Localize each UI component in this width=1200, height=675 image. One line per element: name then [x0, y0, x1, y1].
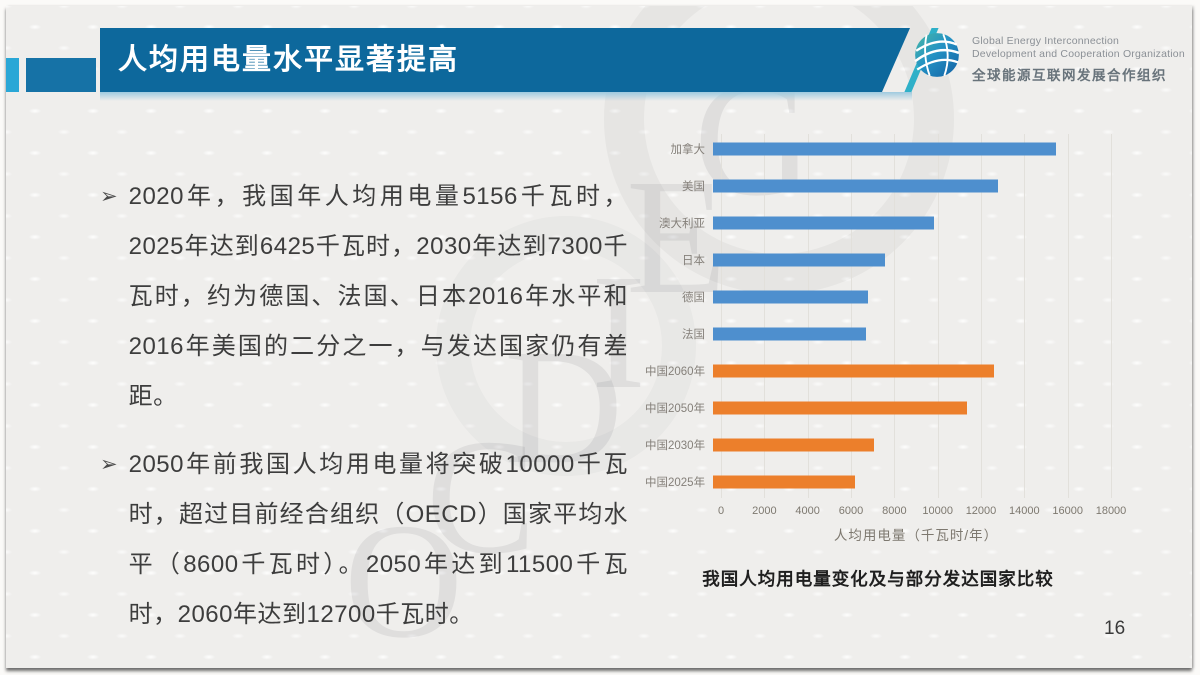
- category-label: 中国2060年: [645, 365, 706, 378]
- org-name-en-line2: Development and Cooperation Organization: [972, 48, 1185, 60]
- gridline: [764, 134, 766, 498]
- x-tick-label: 0: [717, 505, 725, 517]
- bullet-arrow-icon: ➢: [100, 453, 118, 476]
- x-axis-label: 人均用电量（千瓦时/年）: [833, 528, 999, 543]
- gridline: [807, 134, 809, 498]
- globe-icon: [914, 33, 960, 77]
- x-tick-label: 6000: [838, 505, 864, 517]
- bar-track: [713, 463, 1111, 500]
- org-name-en-line1: Global Energy Interconnection: [972, 35, 1120, 47]
- x-tick-label: 10000: [922, 505, 953, 517]
- bar-track: [713, 352, 1111, 389]
- bar: [713, 438, 875, 451]
- gridline: [1111, 134, 1112, 498]
- category-label: 中国2030年: [645, 439, 706, 452]
- bar-track: [713, 278, 1111, 315]
- org-logo: Global Energy Interconnection Developmen…: [912, 30, 1185, 84]
- gridline: [721, 134, 722, 498]
- chart-row: 德国: [645, 278, 1111, 315]
- bar: [713, 216, 935, 229]
- bar: [713, 142, 1056, 155]
- bullet-arrow-icon: ➢: [100, 185, 118, 208]
- bar: [713, 364, 994, 377]
- chart-row: 中国2030年: [645, 426, 1111, 463]
- bullet-item: ➢ 2020年，我国年人均用电量5156千瓦时，2025年达到6425千瓦时，2…: [100, 172, 628, 422]
- category-label: 中国2050年: [645, 402, 706, 415]
- bullet-list: ➢ 2020年，我国年人均用电量5156千瓦时，2025年达到6425千瓦时，2…: [100, 172, 628, 658]
- x-tick-label: 2000: [752, 505, 777, 517]
- chart-gridlines: [721, 134, 1112, 498]
- bar: [713, 475, 856, 488]
- bar-track: [713, 315, 1111, 352]
- x-tick-label: 18000: [1095, 505, 1127, 517]
- chart-row: 中国2050年: [645, 389, 1111, 426]
- x-tick-label: 14000: [1009, 505, 1040, 517]
- gridline: [850, 134, 852, 498]
- category-label: 美国: [682, 180, 705, 193]
- bullet-text: 2020年，我国年人均用电量5156千瓦时，2025年达到6425千瓦时，203…: [128, 183, 628, 410]
- category-label: 德国: [682, 291, 705, 304]
- bar: [713, 179, 999, 192]
- gridline: [894, 134, 896, 498]
- page-number: 16: [1104, 618, 1126, 639]
- chart-row: 澳大利亚: [645, 204, 1111, 241]
- chart-row: 中国2025年: [645, 463, 1111, 500]
- gridline: [980, 134, 982, 498]
- slide: G E I D C O 人均用电量水平显著提高: [6, 6, 1192, 668]
- gridline: [1067, 134, 1069, 498]
- x-tick-label: 12000: [965, 505, 997, 517]
- page-title: 人均用电量水平显著提高: [100, 28, 910, 92]
- category-label: 中国2025年: [645, 476, 706, 489]
- x-tick-label: 4000: [795, 505, 820, 517]
- bullet-text: 2050年前我国人均用电量将突破10000千瓦时，超过目前经合组织（OECD）国…: [128, 451, 628, 628]
- category-label: 加拿大: [670, 143, 706, 156]
- x-axis-ticks: 0 2000 4000 6000 8000 10000 12000 14000 16000 180…: [717, 502, 1126, 522]
- category-label: 澳大利亚: [659, 217, 705, 230]
- bullet-item: ➢ 2050年前我国人均用电量将突破10000千瓦时，超过目前经合组织（OECD…: [100, 440, 628, 640]
- bar-track: [713, 167, 1111, 204]
- bar-chart: 加拿大美国澳大利亚日本德国法国中国2060年 中国2050年 中国2030年 中国20…: [645, 130, 1126, 591]
- bar-track: [713, 241, 1111, 278]
- x-tick-label: 8000: [882, 505, 907, 517]
- bar-track: [713, 426, 1111, 463]
- bar-track: [713, 389, 1111, 426]
- accent-square-blue: [26, 58, 96, 92]
- category-label: 法国: [682, 328, 705, 341]
- bar: [713, 253, 886, 266]
- bar-track: [713, 204, 1111, 241]
- chart-row: 中国2060年: [645, 352, 1111, 389]
- accent-square-cyan: [6, 58, 19, 92]
- chart-row: 加拿大: [645, 130, 1111, 167]
- x-tick-label: 16000: [1052, 505, 1083, 517]
- chart-caption: 我国人均用电量变化及与部分发达国家比较: [702, 569, 1054, 589]
- bar: [713, 401, 968, 414]
- category-label: 日本: [682, 254, 705, 267]
- bar: [713, 290, 868, 303]
- title-underline: [100, 92, 912, 101]
- org-name-cn: 全球能源互联网发展合作组织: [972, 68, 1167, 83]
- gridline: [1024, 134, 1026, 498]
- bar-track: [713, 130, 1111, 167]
- chart-plot: 加拿大美国澳大利亚日本德国法国中国2060年 中国2050年 中国2030年 中国20…: [645, 130, 1112, 500]
- bar: [713, 327, 866, 340]
- chart-row: 日本: [645, 241, 1111, 278]
- chart-row: 法国: [645, 315, 1111, 352]
- chart-row: 美国: [645, 167, 1111, 204]
- gridline: [937, 134, 939, 498]
